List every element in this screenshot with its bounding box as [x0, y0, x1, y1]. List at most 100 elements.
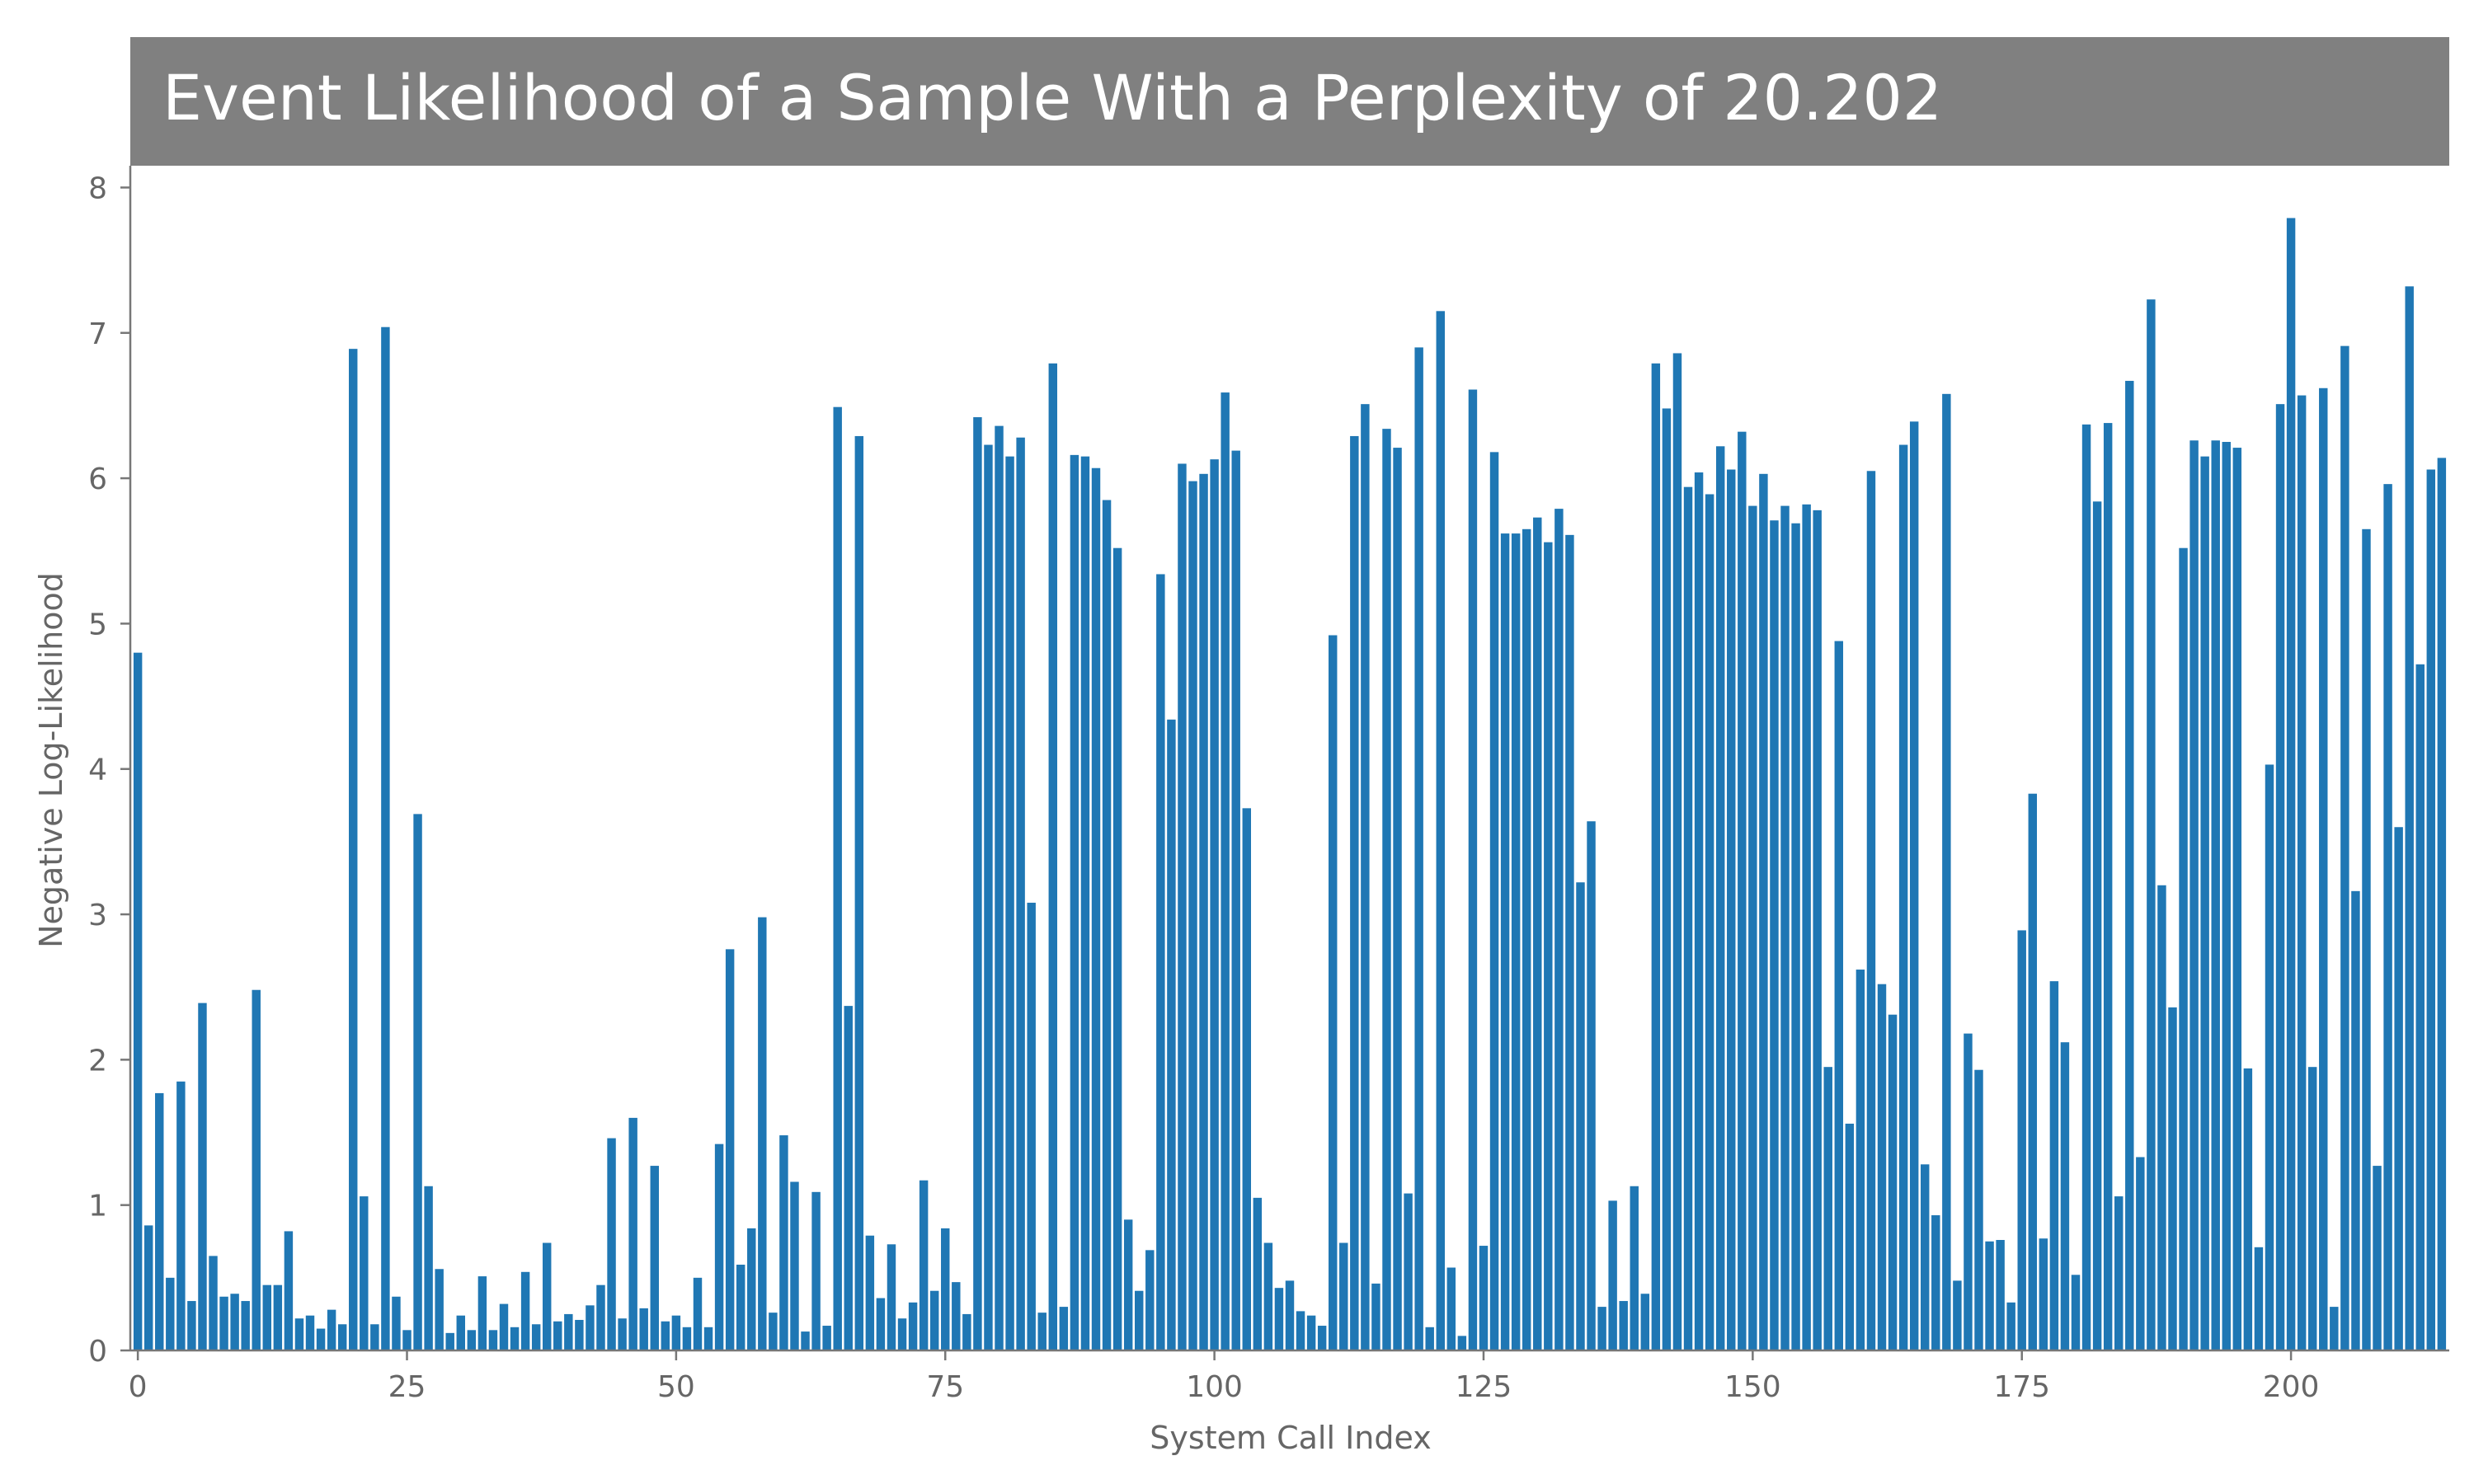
bar-135	[1587, 821, 1596, 1350]
y-tick-label: 6	[88, 463, 107, 496]
bar-72	[908, 1302, 918, 1350]
bar-200	[2286, 218, 2296, 1351]
bar-121	[1436, 311, 1445, 1350]
bar-153	[1780, 505, 1790, 1350]
bar-48	[650, 1166, 659, 1350]
bar-6	[198, 1003, 207, 1350]
bar-23	[381, 326, 390, 1351]
bar-172	[1985, 1241, 1994, 1350]
bar-20	[349, 349, 358, 1350]
bar-42	[586, 1305, 595, 1350]
bar-34	[499, 1303, 509, 1350]
bar-90	[1102, 500, 1112, 1350]
bar-113	[1350, 435, 1359, 1351]
bar-31	[467, 1330, 477, 1350]
x-tick-label: 150	[1724, 1370, 1781, 1404]
bar-37	[531, 1324, 541, 1350]
bar-71	[897, 1318, 907, 1350]
bar-93	[1135, 1290, 1144, 1350]
x-tick-label: 100	[1186, 1370, 1243, 1404]
x-tick-label: 125	[1456, 1370, 1512, 1404]
bar-197	[2254, 1247, 2264, 1350]
bar-4	[176, 1081, 186, 1350]
bar-157	[1823, 1067, 1832, 1350]
bar-17	[316, 1328, 326, 1350]
bar-52	[693, 1277, 703, 1350]
bar-154	[1791, 523, 1800, 1350]
bar-196	[2243, 1068, 2253, 1350]
bar-140	[1640, 1294, 1650, 1350]
bar-101	[1221, 392, 1230, 1350]
bar-120	[1425, 1327, 1434, 1350]
bar-16	[305, 1315, 315, 1350]
bar-110	[1317, 1326, 1327, 1350]
title-banner	[130, 37, 2449, 166]
bar-28	[435, 1269, 444, 1350]
bar-212	[2415, 664, 2425, 1350]
bar-36	[520, 1271, 530, 1350]
y-tick-label: 3	[88, 899, 107, 932]
bar-19	[337, 1324, 347, 1350]
bar-132	[1554, 509, 1564, 1350]
bar-174	[2006, 1302, 2015, 1350]
bar-170	[1964, 1033, 1973, 1350]
bar-50	[671, 1315, 681, 1350]
bar-133	[1565, 534, 1574, 1350]
bar-204	[2330, 1307, 2339, 1350]
bar-61	[790, 1181, 799, 1350]
bar-183	[2103, 423, 2113, 1350]
bar-168	[1942, 393, 1951, 1350]
bar-96	[1167, 719, 1176, 1350]
bar-79	[984, 444, 993, 1350]
bar-41	[575, 1319, 584, 1350]
bar-51	[682, 1327, 692, 1350]
bar-165	[1909, 421, 1919, 1350]
bar-66	[844, 1006, 853, 1350]
bar-33	[488, 1330, 498, 1350]
bar-13	[273, 1284, 283, 1350]
bar-2	[155, 1092, 164, 1350]
bar-54	[714, 1144, 724, 1350]
x-tick-label: 0	[129, 1370, 148, 1404]
bar-211	[2405, 286, 2414, 1351]
bar-186	[2136, 1157, 2145, 1350]
bar-29	[445, 1332, 454, 1350]
bar-70	[887, 1244, 896, 1350]
x-axis-label: System Call Index	[1150, 1420, 1431, 1456]
bar-83	[1027, 902, 1036, 1350]
bar-8	[219, 1296, 228, 1350]
bar-126	[1489, 452, 1499, 1350]
bar-148	[1727, 469, 1736, 1350]
bar-102	[1231, 450, 1240, 1350]
bar-156	[1813, 510, 1822, 1350]
bar-73	[919, 1180, 929, 1350]
bar-5	[187, 1301, 196, 1350]
bar-180	[2071, 1275, 2081, 1350]
bar-92	[1123, 1219, 1133, 1350]
bar-60	[779, 1135, 788, 1350]
bar-21	[360, 1196, 369, 1350]
bar-18	[327, 1309, 336, 1350]
bar-195	[2232, 448, 2242, 1350]
bar-27	[424, 1186, 433, 1350]
bar-164	[1898, 444, 1908, 1350]
bar-77	[962, 1313, 971, 1350]
bar-82	[1016, 437, 1025, 1350]
bar-198	[2265, 764, 2274, 1350]
bar-178	[2049, 981, 2059, 1350]
bar-190	[2179, 547, 2188, 1350]
bar-191	[2189, 440, 2199, 1350]
bar-68	[865, 1235, 875, 1350]
bar-188	[2157, 885, 2166, 1350]
bar-55	[725, 949, 735, 1350]
bar-192	[2200, 456, 2209, 1350]
bar-30	[456, 1315, 465, 1350]
bar-203	[2319, 387, 2328, 1350]
y-tick-label: 5	[88, 608, 107, 641]
bar-112	[1339, 1242, 1348, 1350]
x-tick-label: 25	[388, 1370, 426, 1404]
bar-84	[1037, 1313, 1047, 1350]
bar-214	[2437, 458, 2447, 1350]
bar-138	[1619, 1301, 1628, 1350]
